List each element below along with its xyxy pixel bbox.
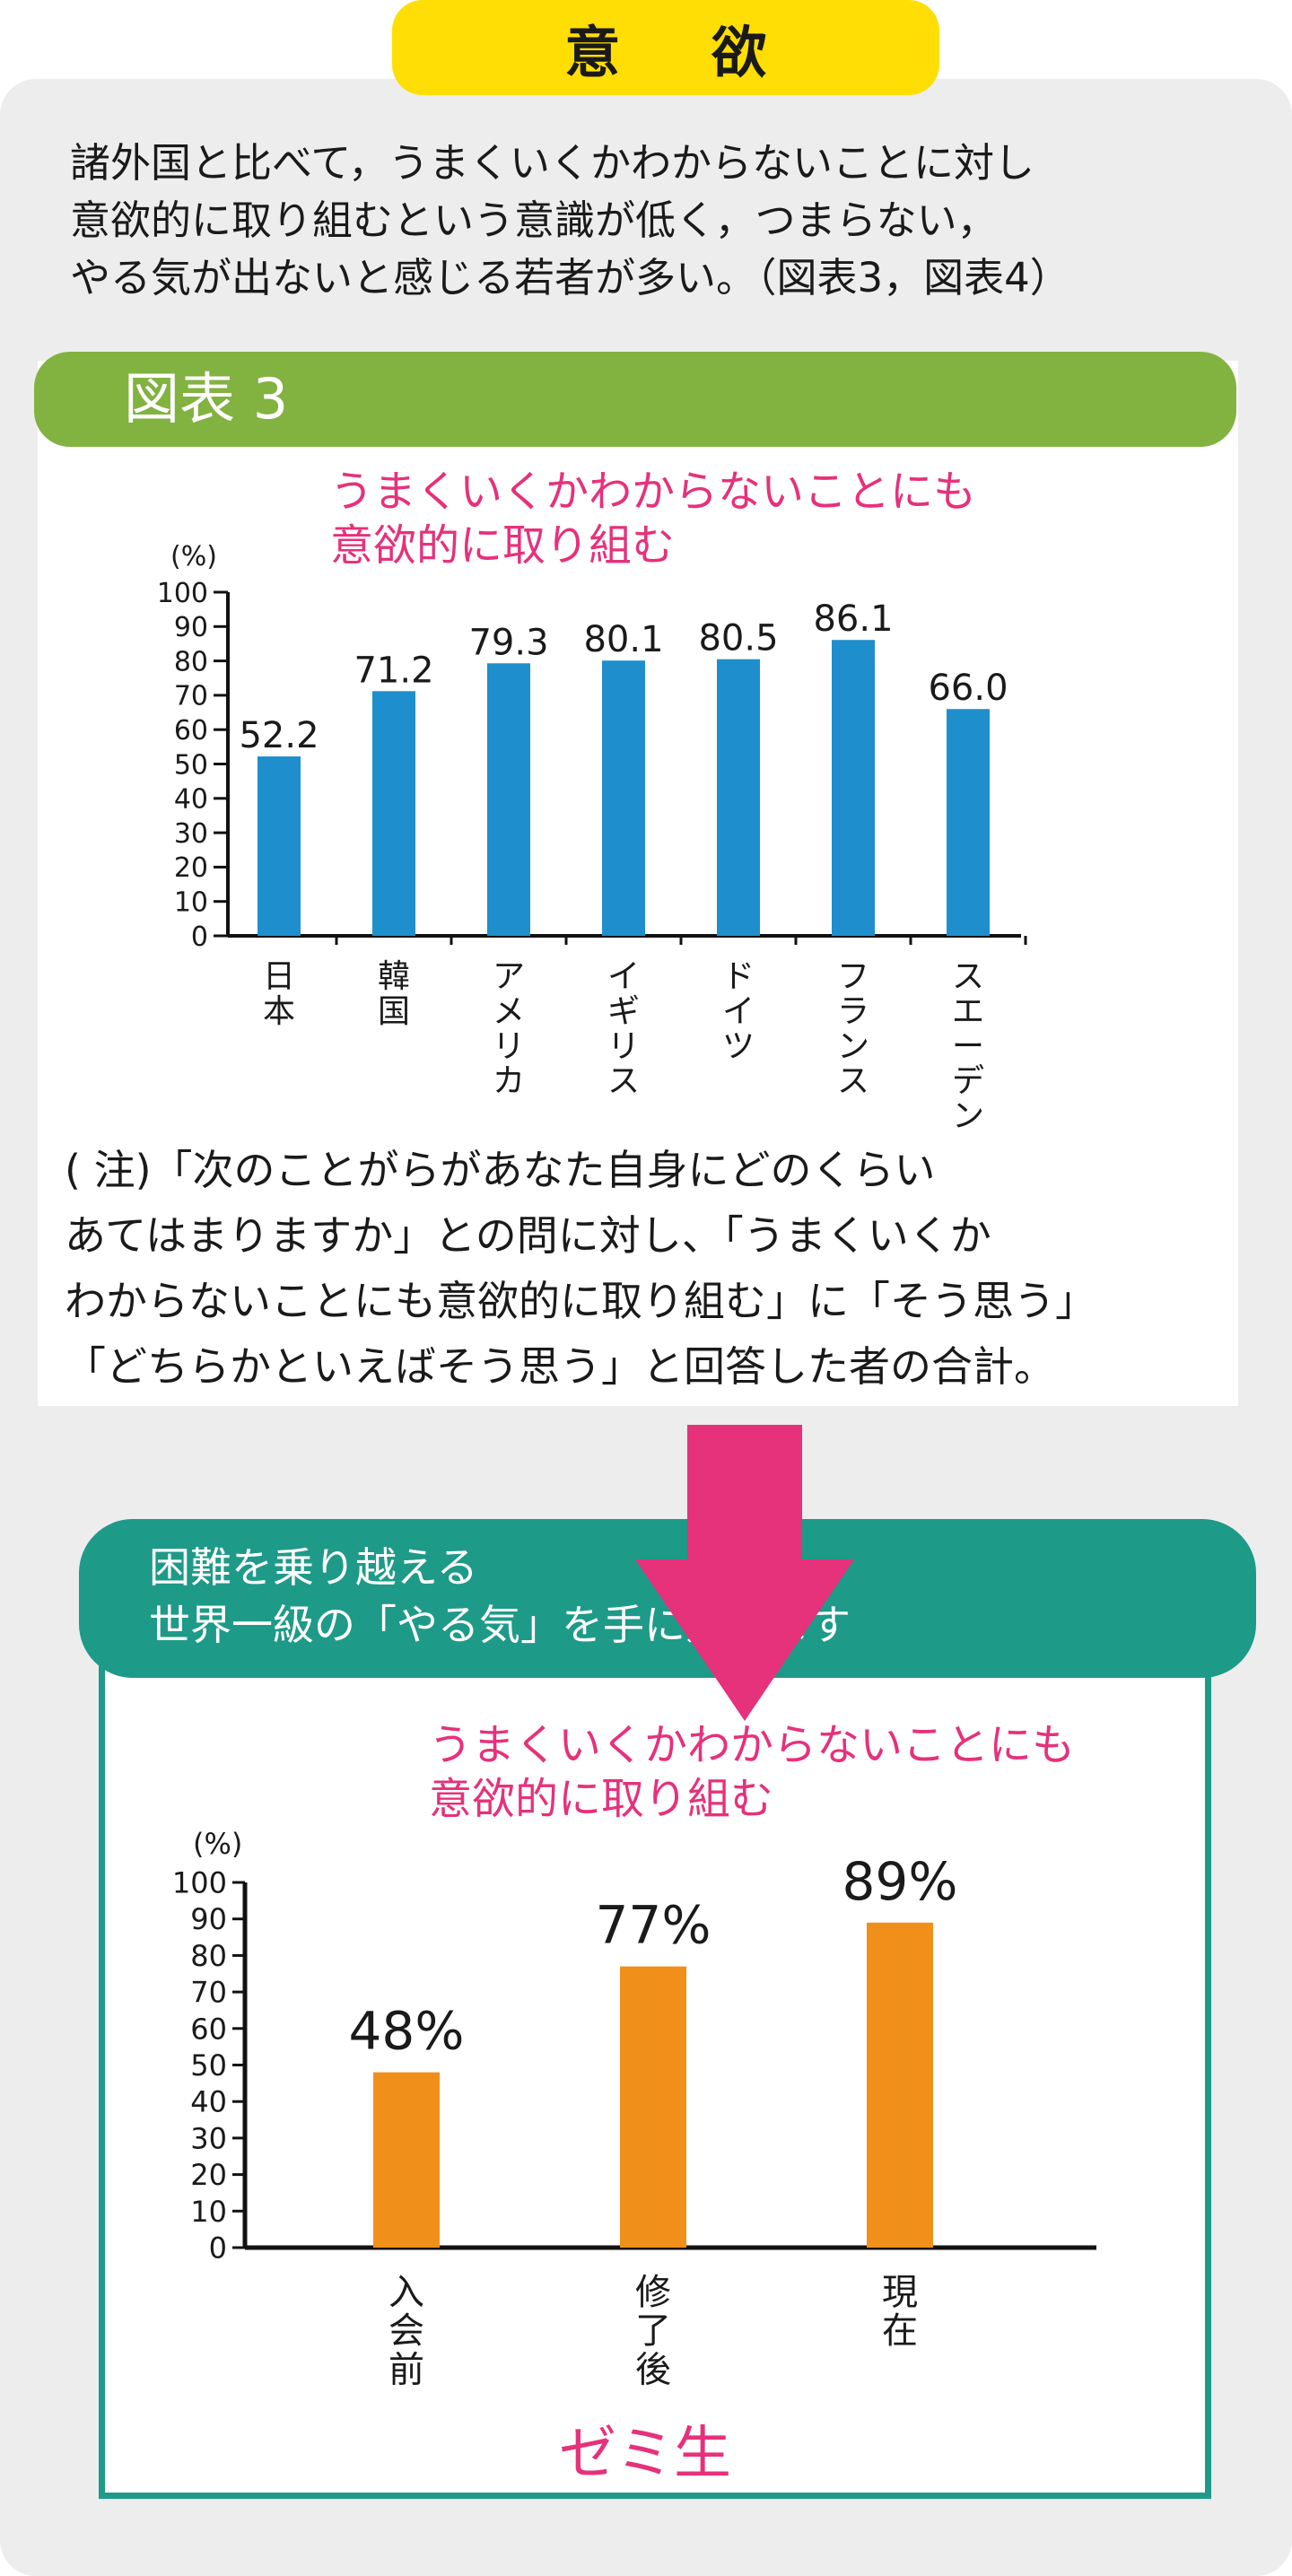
y-tick-label: 0 bbox=[209, 2231, 227, 2266]
x-tick-label: 現 bbox=[882, 2272, 918, 2313]
banner: 困難を乗り越える 世界一級の「やる気」を手に入れます bbox=[79, 1519, 1256, 1678]
note-line: 「どちらかといえばそう思う」と回答した者の合計。 bbox=[65, 1342, 1055, 1391]
y-tick-label: 20 bbox=[190, 2158, 227, 2192]
x-tick-label: 会 bbox=[388, 2310, 424, 2352]
data-label: 86.1 bbox=[813, 598, 893, 640]
x-tick-label: ス bbox=[837, 1063, 869, 1100]
x-tick-label: カ bbox=[493, 1063, 525, 1100]
y-tick-label: 50 bbox=[190, 2048, 227, 2083]
y-tick-label: 70 bbox=[190, 1976, 227, 2010]
x-tick-label: ン bbox=[837, 1028, 869, 1065]
y-tick-label: 60 bbox=[174, 715, 208, 747]
y-tick-label: 90 bbox=[174, 612, 208, 643]
x-tick-label: デ bbox=[952, 1063, 984, 1100]
x-tick-label: ギ bbox=[607, 993, 640, 1030]
chart2-title-line: 意欲的に取り組む bbox=[429, 1774, 774, 1824]
bar bbox=[373, 2072, 440, 2248]
x-tick-label: ン bbox=[952, 1098, 984, 1135]
x-tick-label: 韓 bbox=[378, 958, 410, 995]
x-tick-label: 日 bbox=[263, 958, 295, 995]
y-tick-label: 70 bbox=[174, 681, 208, 712]
data-label: 77% bbox=[596, 1895, 711, 1956]
intro-text: 諸外国と比べて，うまくいくかわからないことに対し 意欲的に取り組むという意識が低… bbox=[70, 135, 1070, 307]
data-label: 80.1 bbox=[583, 619, 663, 660]
x-tick-label: メ bbox=[493, 993, 525, 1030]
y-tick-label: 60 bbox=[190, 2012, 227, 2046]
x-tick-label: ア bbox=[493, 958, 525, 995]
x-tick-label: 前 bbox=[388, 2349, 424, 2390]
y-tick-label: 100 bbox=[157, 578, 208, 609]
chart1-title-line: うまくいくかわからないことにも bbox=[330, 467, 977, 517]
bar bbox=[372, 691, 415, 936]
x-tick-label: 修 bbox=[635, 2272, 671, 2313]
x-tick-label: フ bbox=[837, 958, 869, 995]
bar bbox=[717, 659, 760, 936]
intro-line: やる気が出ないと感じる若者が多い。（図表3，図表4） bbox=[70, 254, 1070, 301]
data-label: 66.0 bbox=[928, 668, 1008, 709]
data-label: 89% bbox=[842, 1851, 958, 1912]
banner-line: 困難を乗り越える bbox=[149, 1543, 478, 1592]
x-tick-label: 了 bbox=[635, 2310, 671, 2352]
x-tick-label: イ bbox=[722, 993, 755, 1030]
y-tick-label: 0 bbox=[191, 921, 208, 953]
bar bbox=[620, 1966, 686, 2248]
page-title: 意 欲 bbox=[392, 0, 939, 95]
chart1-title-line: 意欲的に取り組む bbox=[330, 520, 676, 571]
down-arrow-icon bbox=[635, 1425, 854, 1721]
y-tick-label: 10 bbox=[174, 887, 208, 919]
chart2-title-line: うまくいくかわからないことにも bbox=[429, 1720, 1076, 1770]
x-tick-label: 国 bbox=[378, 993, 410, 1030]
note-line: わからないことにも意欲的に取り組む」に「そう思う」 bbox=[65, 1277, 1096, 1325]
y-tick-label: 80 bbox=[190, 1939, 227, 1973]
y-tick-label: 80 bbox=[174, 646, 208, 677]
bar bbox=[832, 640, 875, 936]
chart2-title: うまくいくかわからないことにも 意欲的に取り組む bbox=[429, 1718, 1075, 1826]
data-label: 71.2 bbox=[354, 650, 433, 691]
seminar-label: ゼミ生 bbox=[559, 2421, 731, 2487]
bar bbox=[487, 663, 530, 936]
data-label: 48% bbox=[349, 2001, 465, 2062]
x-tick-label: ラ bbox=[837, 993, 869, 1030]
chart1-note: ( 注)「次のことがらがあなた自身にどのくらい あてはまりますか」との問に対し、… bbox=[65, 1138, 1096, 1400]
intro-line: 諸外国と比べて，うまくいくかわからないことに対し bbox=[70, 139, 1035, 187]
x-tick-label: 本 bbox=[263, 993, 295, 1030]
bar bbox=[867, 1922, 933, 2248]
x-tick-label: エ bbox=[952, 993, 984, 1030]
y-tick-label: 40 bbox=[190, 2085, 227, 2119]
x-tick-label: 入 bbox=[388, 2272, 424, 2313]
x-tick-label: ー bbox=[952, 1028, 984, 1065]
x-tick-label: リ bbox=[607, 1028, 640, 1065]
data-label: 80.5 bbox=[698, 618, 778, 659]
bar bbox=[258, 756, 301, 936]
y-tick-label: 10 bbox=[190, 2195, 227, 2229]
bar bbox=[947, 709, 990, 936]
x-tick-label: ツ bbox=[722, 1028, 755, 1065]
note-line: ( 注)「次のことがらがあなた自身にどのくらい bbox=[65, 1146, 936, 1194]
y-tick-label: 20 bbox=[174, 852, 208, 884]
y-tick-label: 30 bbox=[174, 818, 208, 850]
y-tick-label: 100 bbox=[172, 1866, 227, 1900]
x-tick-label: ド bbox=[722, 958, 755, 995]
chart1-title: うまくいくかわからないことにも 意欲的に取り組む bbox=[330, 465, 976, 572]
data-label: 52.2 bbox=[239, 715, 319, 756]
intro-line: 意欲的に取り組むという意識が低く，つまらない， bbox=[70, 196, 998, 244]
x-tick-label: リ bbox=[493, 1028, 525, 1065]
y-axis-unit: (%) bbox=[193, 1827, 242, 1861]
bar bbox=[602, 660, 645, 936]
note-line: あてはまりますか」との問に対し、「うまくいくか bbox=[65, 1211, 991, 1260]
x-tick-label: イ bbox=[607, 958, 640, 995]
y-axis-unit: (%) bbox=[170, 541, 217, 572]
x-tick-label: 在 bbox=[882, 2310, 918, 2352]
y-tick-label: 90 bbox=[190, 1902, 227, 1936]
y-tick-label: 50 bbox=[174, 749, 208, 781]
x-tick-label: ス bbox=[952, 958, 984, 995]
y-tick-label: 30 bbox=[190, 2121, 227, 2155]
x-tick-label: 後 bbox=[635, 2349, 671, 2390]
y-tick-label: 40 bbox=[174, 784, 208, 816]
data-label: 79.3 bbox=[468, 622, 548, 663]
x-tick-label: ス bbox=[607, 1063, 640, 1100]
figure3-label: 図表 3 bbox=[34, 352, 1236, 447]
